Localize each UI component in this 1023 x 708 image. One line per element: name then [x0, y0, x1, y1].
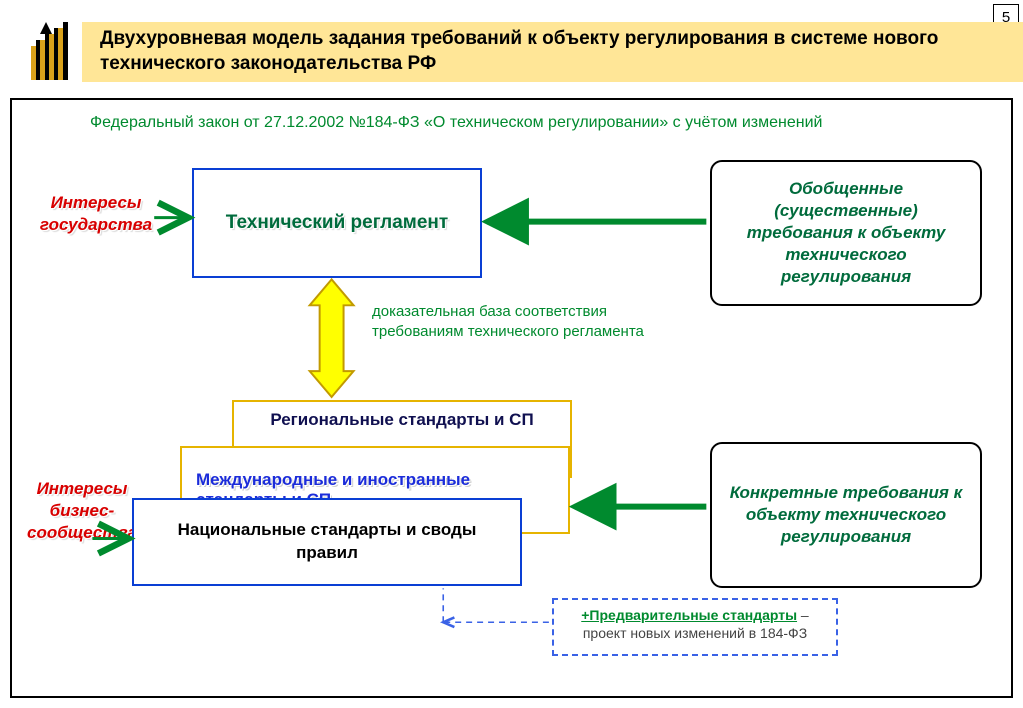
node-technical-regulation: Технический регламент	[192, 168, 482, 278]
label-business-interests: Интересы бизнес-сообщества	[22, 478, 142, 544]
node-preliminary-standards: +Предварительные стандарты – проект новы…	[552, 598, 838, 656]
node-specific-requirements: Конкретные требования к объекту техничес…	[710, 442, 982, 588]
label-evidence-base: доказательная база соответствия требован…	[372, 302, 652, 341]
diagram-canvas: Федеральный закон от 27.12.2002 №184-ФЗ …	[10, 98, 1013, 698]
rosneft-logo-icon	[18, 20, 70, 80]
double-arrow-icon	[310, 279, 354, 397]
slide-title: Двухуровневая модель задания требований …	[100, 27, 1023, 76]
label-state-interests: Интересы государства	[26, 192, 166, 236]
law-reference: Федеральный закон от 27.12.2002 №184-ФЗ …	[90, 114, 822, 132]
node-general-requirements: Обобщенные (существенные) требования к о…	[710, 160, 982, 306]
node-national-standards: Национальные стандарты и своды правил	[132, 498, 522, 586]
slide-header: Двухуровневая модель задания требований …	[82, 22, 1023, 82]
preliminary-lead: +Предварительные стандарты	[581, 607, 797, 623]
